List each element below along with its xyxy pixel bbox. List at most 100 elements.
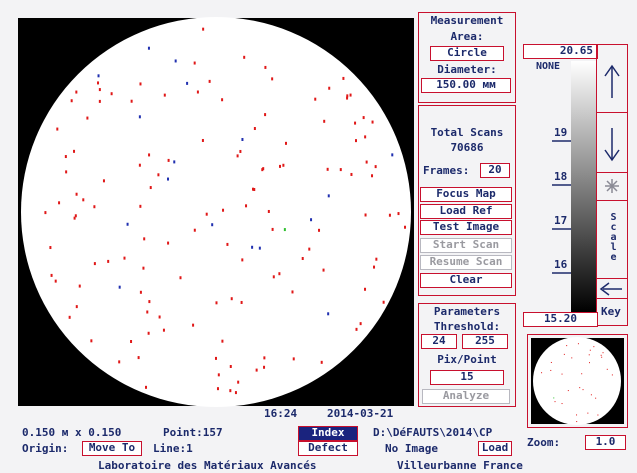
- defect-dot: [340, 168, 342, 171]
- defect-dot: [215, 301, 217, 304]
- defect-dot: [251, 246, 253, 249]
- defect-dot: [139, 164, 141, 167]
- defect-dot: [366, 161, 368, 164]
- threshold-low[interactable]: 24: [421, 334, 457, 349]
- button: Analyze: [422, 389, 510, 404]
- defect-dot: [259, 247, 261, 250]
- time: 16:24: [264, 407, 297, 421]
- frames-field[interactable]: 20: [480, 163, 510, 178]
- defect-dot: [138, 356, 140, 359]
- scale-tick: 18: [554, 170, 567, 184]
- defect-dot: [142, 267, 144, 270]
- point: Point:157: [163, 426, 223, 440]
- defect-dot: [318, 229, 320, 232]
- defect-dot: [99, 88, 101, 91]
- up-button[interactable]: [596, 44, 628, 113]
- panel-title: Parameters: [418, 305, 516, 319]
- defect-dot: [284, 228, 286, 231]
- defect-dot: [131, 100, 133, 103]
- pix-field[interactable]: 15: [430, 370, 504, 385]
- defect-dot: [119, 286, 121, 289]
- defect-dot: [355, 139, 357, 142]
- defect-dot: [49, 246, 51, 249]
- scale-tick: 16: [554, 258, 567, 272]
- load-button[interactable]: Load: [478, 441, 512, 456]
- defect-dot: [365, 213, 367, 216]
- defect-dot: [308, 248, 310, 251]
- defect-dot: [263, 366, 265, 369]
- defect-button[interactable]: Defect: [298, 441, 358, 456]
- label: Diameter:: [418, 63, 516, 77]
- button: Resume Scan: [420, 255, 512, 270]
- defect-dot: [226, 243, 228, 246]
- zoom-field[interactable]: 1.0: [585, 435, 626, 450]
- area-field[interactable]: Circle: [430, 46, 504, 61]
- threshold-high[interactable]: 255: [462, 334, 508, 349]
- defect-dot: [327, 168, 329, 171]
- defect-dot: [398, 212, 400, 215]
- index-button[interactable]: Index: [298, 426, 358, 441]
- defect-dot: [58, 201, 60, 204]
- label: Threshold:: [418, 320, 516, 334]
- defect-dot: [327, 312, 329, 315]
- defect-dot: [389, 214, 391, 217]
- button[interactable]: Load Ref: [420, 204, 512, 219]
- defect-dot: [140, 291, 142, 294]
- defect-dot: [375, 165, 377, 168]
- defect-dot: [328, 194, 330, 197]
- button[interactable]: Focus Map: [420, 187, 512, 202]
- defect-dot: [194, 229, 196, 232]
- footer-city: Villeurbanne France: [397, 459, 523, 473]
- defect-dot: [76, 193, 78, 196]
- diameter-field[interactable]: 150.00 мм: [421, 78, 511, 93]
- defect-dot: [229, 389, 231, 392]
- back-button[interactable]: [596, 278, 628, 299]
- defect-dot: [268, 210, 270, 213]
- defect-dot: [69, 316, 71, 319]
- defect-dot: [202, 139, 204, 142]
- defect-dot: [383, 301, 385, 304]
- defect-dot: [82, 198, 84, 201]
- defect-dot: [107, 260, 109, 263]
- defect-dot: [65, 155, 67, 158]
- defect-dot: [148, 47, 150, 50]
- color-scale: [571, 61, 596, 312]
- defect-dot: [241, 138, 243, 141]
- value: 70686: [418, 141, 516, 155]
- defect-dot: [328, 87, 330, 90]
- defect-dot: [145, 386, 147, 389]
- defect-dot: [239, 150, 241, 153]
- defect-dot: [139, 115, 141, 118]
- defect-dot: [127, 223, 129, 226]
- defect-dot: [254, 127, 256, 130]
- label: Pix/Point: [418, 353, 516, 367]
- defect-dot: [157, 173, 159, 176]
- defect-dot: [323, 269, 325, 272]
- defect-dot: [192, 324, 194, 327]
- defect-dot: [164, 94, 166, 97]
- defect-dot: [321, 361, 323, 364]
- defect-dot: [256, 369, 258, 372]
- button[interactable]: Clear: [420, 273, 512, 288]
- scale-min[interactable]: 15.20: [523, 312, 598, 327]
- defect-dot: [123, 257, 125, 260]
- defect-dot: [148, 332, 150, 335]
- defect-dot: [342, 77, 344, 80]
- defect-dot: [139, 82, 141, 85]
- move-to-button[interactable]: Move To: [82, 441, 142, 456]
- button[interactable]: Test Image: [420, 220, 512, 235]
- label: Frames:: [423, 164, 469, 178]
- defect-dot: [364, 135, 366, 138]
- panel-title: Measurement: [418, 14, 516, 28]
- defect-dot: [175, 59, 177, 62]
- defect-dot: [285, 142, 287, 145]
- defect-dot: [282, 164, 284, 167]
- defect-dot: [74, 217, 76, 220]
- defect-dot: [111, 92, 113, 95]
- defect-dot: [146, 310, 148, 313]
- scale-max[interactable]: 20.65: [523, 44, 598, 59]
- down-button[interactable]: [596, 112, 628, 173]
- defect-dot: [372, 121, 374, 124]
- auto-button[interactable]: [596, 172, 628, 201]
- image-status: No Image: [385, 442, 438, 456]
